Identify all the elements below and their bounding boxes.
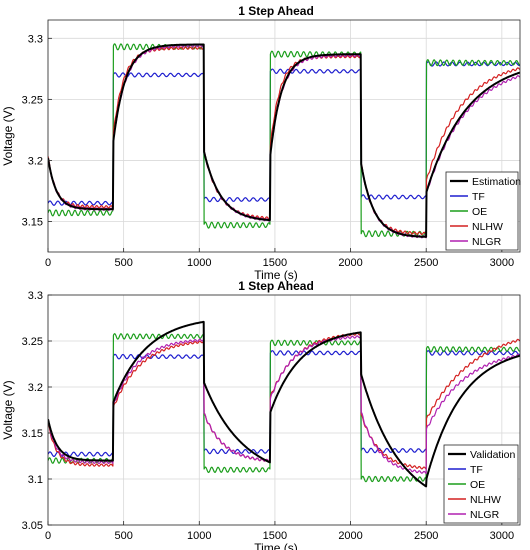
axes-box [47, 19, 521, 253]
y-axis-label: Voltage (V) [1, 106, 15, 165]
legend: Validation TF OE NLHW NLGR [443, 444, 519, 524]
series-line-estimation [48, 43, 520, 238]
x-tick-label: 2000 [338, 530, 362, 542]
y-tick-label: 3.2 [28, 155, 43, 167]
legend-label-oe: OE [470, 479, 485, 491]
x-tick-label: 2000 [338, 257, 362, 269]
series-lines [48, 43, 520, 239]
x-tick-label: 0 [45, 530, 51, 542]
y-axis-label: Voltage (V) [1, 380, 15, 439]
x-tick-label: 0 [45, 257, 51, 269]
legend-label-nlhw: NLHW [470, 494, 501, 506]
legend: Estimation TF OE NLHW NLGR [445, 171, 521, 251]
y-tick-label: 3.25 [22, 94, 43, 106]
x-axis-label: Time (s) [254, 268, 298, 282]
series-line-nlhw [48, 46, 520, 235]
chart-title: 1 Step Ahead [238, 279, 314, 293]
legend-label-nlhw: NLHW [472, 221, 503, 233]
x-tick-label: 1500 [263, 257, 287, 269]
x-tick-label: 1500 [263, 530, 287, 542]
y-tick-label: 3.3 [28, 33, 43, 45]
y-tick-label: 3.15 [22, 216, 43, 228]
x-tick-label: 1000 [187, 257, 211, 269]
series-line-validation [48, 320, 520, 488]
legend-label-oe: OE [472, 206, 487, 218]
series-lines [48, 320, 520, 488]
plot-area [48, 295, 520, 525]
x-tick-label: 3000 [490, 530, 514, 542]
y-ticks: 3.15 3.2 3.25 3.3 [22, 33, 52, 228]
legend-label-estimation: Estimation [472, 176, 521, 188]
x-tick-label: 2500 [414, 530, 438, 542]
x-axis-label: Time (s) [254, 541, 298, 550]
y-tick-label: 3.05 [22, 520, 43, 532]
y-tick-label: 3.15 [22, 428, 43, 440]
x-ticks: 0 500 1000 1500 2000 2500 3000 [45, 248, 514, 269]
x-tick-label: 500 [114, 257, 132, 269]
x-ticks: 0 500 1000 1500 2000 2500 3000 [45, 521, 514, 542]
legend-label-tf: TF [472, 191, 485, 203]
y-tick-label: 3.25 [22, 336, 43, 348]
legend-label-nlgr: NLGR [470, 509, 500, 521]
legend-label-nlgr: NLGR [472, 236, 502, 248]
grid [47, 20, 520, 252]
y-tick-label: 3.3 [28, 290, 43, 302]
y-ticks: 3.05 3.1 3.15 3.2 3.25 3.3 [22, 290, 52, 532]
legend-label-tf: TF [470, 464, 483, 476]
x-tick-label: 2500 [414, 257, 438, 269]
chart-title: 1 Step Ahead [238, 4, 314, 18]
x-tick-label: 1000 [187, 530, 211, 542]
chart-2: 0 500 1000 1500 2000 2500 30003.053.13.153.23.… [1, 279, 521, 550]
y-tick-label: 3.1 [28, 474, 43, 486]
series-line-tf [48, 350, 520, 457]
x-tick-label: 500 [114, 530, 132, 542]
legend-label-validation: Validation [470, 449, 515, 461]
y-tick-label: 3.2 [28, 382, 43, 394]
series-line-oe [48, 333, 520, 483]
x-tick-label: 3000 [490, 257, 514, 269]
series-line-nlgr [48, 335, 520, 475]
axes-box [47, 294, 521, 526]
plot-area [48, 20, 520, 252]
series-line-oe [48, 43, 520, 238]
chart-1: 0 500 1000 1500 2000 2500 3000 3.15 3.2 3.25 3.3 1 … [1, 4, 521, 282]
